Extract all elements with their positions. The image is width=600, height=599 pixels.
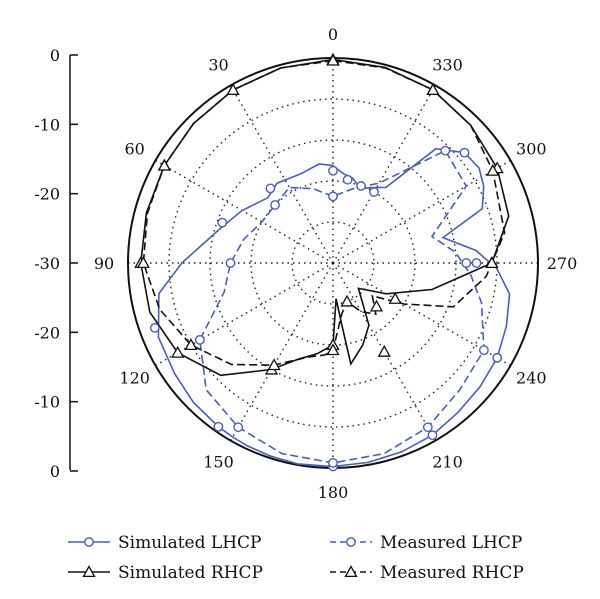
data-point — [471, 258, 482, 268]
legend-marker — [84, 537, 94, 547]
series-line-measured-rhcp — [142, 59, 506, 366]
data-point — [340, 294, 354, 307]
data-point — [226, 83, 240, 95]
angle-label: 0 — [328, 25, 338, 44]
grid-circle — [209, 139, 457, 387]
data-point — [326, 343, 340, 356]
grid-spoke — [229, 262, 334, 441]
angle-label: 210 — [432, 452, 463, 471]
data-point — [440, 145, 451, 156]
data-point — [369, 299, 384, 312]
data-point — [328, 165, 338, 176]
legend-marker — [82, 565, 96, 578]
legend-label: Measured LHCP — [380, 533, 522, 553]
angle-label: 240 — [516, 369, 547, 388]
angle-label: 90 — [94, 254, 114, 273]
data-point — [356, 181, 366, 191]
data-point — [388, 292, 402, 304]
data-point — [136, 256, 150, 269]
radial-axis: 0 -10 -20 -30 -20 -10 0 — [34, 46, 78, 481]
data-point — [479, 345, 489, 356]
data-point — [267, 358, 281, 371]
data-point — [157, 158, 171, 171]
data-point — [265, 183, 276, 194]
radial-tick-label: -30 — [34, 254, 60, 273]
angle-label: 150 — [203, 452, 234, 471]
data-point — [233, 422, 244, 433]
angle-labels: 0 30 60 90 120 150 180 210 240 270 300 330 — [94, 25, 577, 502]
radial-tick-label: -10 — [34, 393, 60, 412]
legend-label: Simulated LHCP — [118, 533, 261, 553]
series-line-simulated-rhcp — [139, 58, 510, 377]
series-line-measured-lhcp — [198, 149, 485, 464]
data-point — [486, 163, 500, 176]
data-point — [461, 258, 472, 268]
radial-tick-label: 0 — [50, 462, 60, 481]
marker-layer — [134, 52, 504, 472]
angle-label: 330 — [432, 56, 463, 75]
angle-label: 270 — [547, 254, 578, 273]
data-point — [427, 430, 438, 441]
data-point — [149, 322, 160, 333]
grid-spoke — [332, 159, 511, 264]
data-point — [171, 345, 185, 358]
grid-spoke — [155, 262, 334, 367]
data-point — [213, 421, 224, 432]
data-point — [459, 147, 470, 158]
legend-marker — [344, 565, 358, 578]
grid-spoke — [332, 85, 437, 264]
data-point — [217, 217, 228, 228]
legend-marker — [346, 537, 356, 547]
angle-label: 300 — [516, 140, 547, 159]
data-point — [342, 174, 353, 185]
grid-spoke — [155, 159, 334, 264]
radial-tick-label: 0 — [50, 46, 60, 65]
data-point — [492, 352, 503, 363]
legend-item: Simulated LHCP — [68, 533, 261, 553]
legend-label: Simulated RHCP — [118, 563, 263, 583]
grid-circle — [291, 221, 375, 305]
data-point — [426, 83, 440, 95]
angle-label: 120 — [119, 369, 150, 388]
data-point — [326, 53, 340, 66]
legend-item: Measured LHCP — [330, 533, 522, 553]
data-point — [377, 344, 391, 357]
data-point — [328, 191, 338, 202]
data-point — [184, 338, 198, 351]
grid-circle — [250, 180, 416, 346]
grid-circle — [168, 98, 498, 428]
data-point — [194, 334, 205, 345]
data-point — [485, 256, 499, 269]
legend-label: Measured RHCP — [380, 563, 524, 583]
legend: Simulated LHCP Measured LHCP Simulated RHC… — [68, 533, 524, 583]
angle-label: 30 — [208, 56, 228, 75]
data-point — [270, 200, 280, 210]
radial-tick-label: -20 — [34, 323, 60, 342]
grid-spoke — [332, 262, 437, 441]
data-point — [225, 258, 236, 268]
grid-spoke — [229, 85, 334, 264]
data-point — [328, 457, 338, 468]
radial-tick-label: -10 — [34, 115, 60, 134]
data-point — [369, 187, 379, 197]
angle-label: 60 — [125, 140, 145, 159]
legend-item: Measured RHCP — [330, 563, 524, 583]
angle-label: 180 — [318, 483, 349, 502]
data-point — [422, 422, 433, 433]
radial-tick-label: -20 — [34, 185, 60, 204]
legend-item: Simulated RHCP — [68, 563, 263, 583]
